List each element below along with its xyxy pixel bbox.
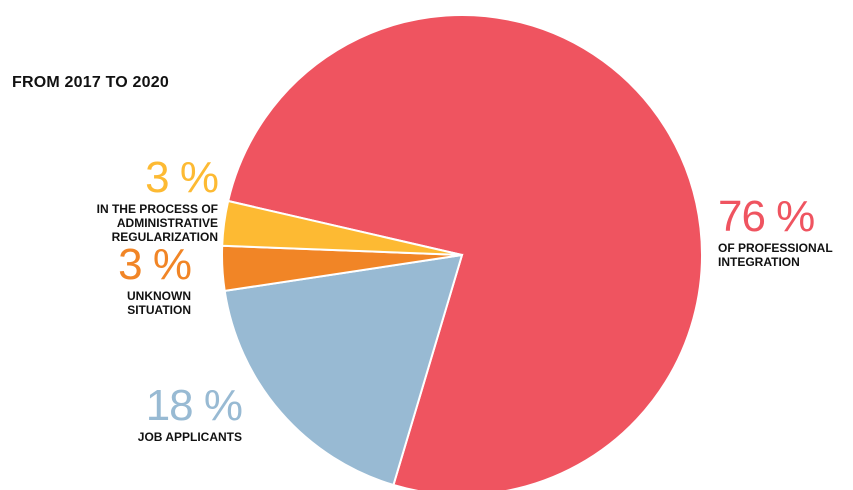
pct-unknown: 3 % xyxy=(118,240,192,289)
pie-slice-prof xyxy=(226,14,703,490)
pct-jobs: 18 % xyxy=(145,381,243,430)
desc-prof: OF PROFESSIONAL INTEGRATION xyxy=(718,241,833,269)
desc-unknown: UNKNOWN SITUATION xyxy=(127,289,191,317)
pie-slice-admin xyxy=(221,199,463,256)
desc-admin: IN THE PROCESS OF ADMINISTRATIVE REGULAR… xyxy=(96,202,218,244)
pct-admin: 3 % xyxy=(145,153,219,202)
pct-prof: 76 % xyxy=(718,192,815,241)
label-unknown: 3 % UNKNOWN SITUATION xyxy=(101,240,192,318)
label-jobs: 18 % JOB APPLICANTS xyxy=(137,381,243,445)
pie-slice-jobs xyxy=(223,253,464,487)
desc-jobs: JOB APPLICANTS xyxy=(137,430,242,444)
chart-title: FROM 2017 TO 2020 xyxy=(12,74,169,91)
label-admin: 3 % IN THE PROCESS OF ADMINISTRATIVE REG… xyxy=(43,153,219,245)
label-prof: 76 % OF PROFESSIONAL INTEGRATION xyxy=(718,192,853,270)
